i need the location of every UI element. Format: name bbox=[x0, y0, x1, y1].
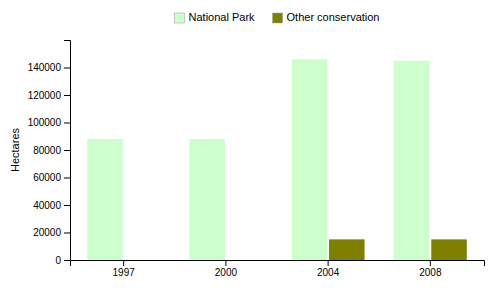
legend-item: Other conservation bbox=[273, 11, 380, 23]
y-tick: 100000 bbox=[28, 117, 70, 128]
y-tick: 120000 bbox=[28, 90, 70, 101]
y-tick-label: 40000 bbox=[33, 200, 61, 211]
x-tick: 2008 bbox=[419, 260, 442, 278]
bar-series bbox=[87, 59, 429, 260]
x-tick-mark bbox=[328, 260, 329, 266]
x-tick-label: 1997 bbox=[113, 267, 136, 278]
bar bbox=[329, 239, 365, 260]
legend-label: Other conservation bbox=[287, 11, 380, 23]
y-tick-label: 60000 bbox=[33, 172, 61, 183]
bar-series bbox=[329, 239, 467, 260]
y-tick-label: 80000 bbox=[33, 145, 61, 156]
x-tick-mark bbox=[430, 260, 431, 266]
y-tick-mark bbox=[64, 260, 70, 261]
y-tick: 0 bbox=[55, 255, 70, 266]
x-tick-label: 2004 bbox=[317, 267, 340, 278]
bar bbox=[125, 260, 161, 261]
legend-item: National Park bbox=[175, 11, 256, 23]
y-tick-label: 20000 bbox=[33, 227, 61, 238]
y-tick-mark bbox=[64, 233, 70, 234]
y-axis-title: Hectares bbox=[9, 127, 21, 172]
x-tick-label: 2008 bbox=[419, 267, 442, 278]
legend: National Park Other conservation bbox=[175, 11, 380, 23]
x-tick: 2004 bbox=[317, 260, 340, 278]
y-axis: 0 20000 40000 60000 80000 100000 120000 140000 bbox=[28, 41, 71, 266]
bars bbox=[87, 59, 467, 260]
legend-swatch bbox=[175, 13, 185, 23]
bar bbox=[292, 59, 328, 260]
chart: 0 20000 40000 60000 80000 100000 120000 140000 1… bbox=[0, 0, 500, 290]
y-tick: 140000 bbox=[28, 62, 70, 73]
plot: 0 20000 40000 60000 80000 100000 120000 140000 1… bbox=[28, 41, 485, 279]
y-tick-mark bbox=[64, 68, 70, 69]
y-tick-mark bbox=[64, 123, 70, 124]
y-tick-label: 0 bbox=[55, 255, 61, 266]
y-axis-line bbox=[64, 41, 71, 261]
y-tick: 60000 bbox=[33, 172, 70, 183]
x-tick: 2000 bbox=[215, 260, 238, 278]
y-tick: 40000 bbox=[33, 200, 70, 211]
y-tick-mark bbox=[64, 178, 70, 179]
legend-label: National Park bbox=[189, 11, 256, 23]
x-axis: 1997 2000 2004 2008 bbox=[71, 260, 485, 278]
bar bbox=[227, 260, 263, 261]
x-tick-mark bbox=[123, 260, 124, 266]
x-tick-mark bbox=[225, 260, 226, 266]
y-tick-label: 100000 bbox=[28, 117, 62, 128]
bar bbox=[431, 239, 467, 260]
x-tick-label: 2000 bbox=[215, 267, 238, 278]
y-tick-label: 140000 bbox=[28, 62, 62, 73]
y-tick-label: 120000 bbox=[28, 90, 62, 101]
bar bbox=[394, 61, 430, 260]
legend-swatch bbox=[273, 13, 283, 23]
y-tick: 80000 bbox=[33, 145, 70, 156]
y-tick: 20000 bbox=[33, 227, 70, 238]
bar bbox=[189, 139, 225, 260]
y-tick-mark bbox=[64, 150, 70, 151]
x-axis-line bbox=[71, 261, 485, 267]
x-tick: 1997 bbox=[113, 260, 136, 278]
y-tick-mark bbox=[64, 95, 70, 96]
bar bbox=[87, 139, 123, 260]
y-tick-mark bbox=[64, 205, 70, 206]
